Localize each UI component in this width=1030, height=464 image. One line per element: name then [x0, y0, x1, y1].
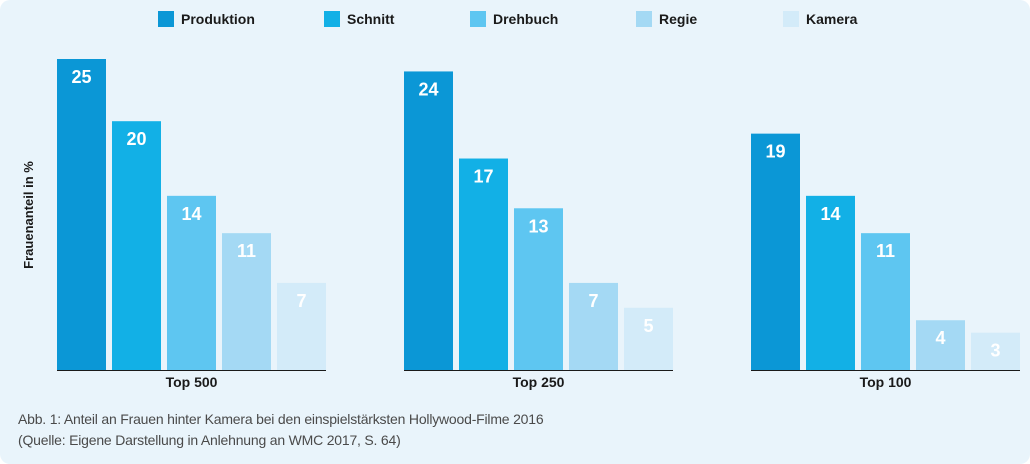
bar-top-500-produktion [57, 59, 106, 370]
data-label-top-250-regie: 7 [588, 291, 598, 311]
bar-top-250-produktion [404, 71, 453, 370]
legend-swatch-drehbuch [470, 11, 486, 27]
legend-label-produktion: Produktion [181, 11, 255, 27]
y-axis-label: Frauenanteil in % [21, 161, 36, 269]
bar-chart: Produktion Schnitt Drehbuch Regie Kamera Frau… [21, 11, 1020, 390]
bar-top-250-schnitt [459, 158, 508, 370]
data-label-top-100-schnitt: 14 [820, 204, 840, 224]
legend-label-drehbuch: Drehbuch [493, 11, 558, 27]
data-label-top-100-drehbuch: 11 [876, 241, 895, 261]
data-label-top-500-regie: 11 [237, 241, 256, 261]
data-label-top-250-produktion: 24 [418, 79, 438, 99]
legend-swatch-regie [636, 11, 652, 27]
bar-top-500-schnitt [112, 121, 161, 370]
category-label-top-250: Top 250 [513, 374, 565, 390]
bar-top-250-drehbuch [514, 208, 563, 370]
bar-top-250-regie [569, 282, 618, 370]
bar-top-500-drehbuch [167, 195, 216, 370]
bar-top-250-kamera [624, 307, 673, 370]
data-label-top-250-schnitt: 17 [473, 167, 493, 187]
bar-top-500-regie [222, 233, 271, 370]
legend-label-schnitt: Schnitt [347, 11, 395, 27]
data-label-top-100-kamera: 3 [990, 341, 1000, 361]
bar-top-100-drehbuch [861, 233, 910, 370]
data-label-top-100-regie: 4 [935, 328, 945, 348]
data-label-top-500-kamera: 7 [296, 291, 306, 311]
data-label-top-500-produktion: 25 [71, 67, 91, 87]
legend-label-regie: Regie [659, 11, 697, 27]
data-label-top-500-schnitt: 20 [126, 129, 146, 149]
data-label-top-500-drehbuch: 14 [181, 204, 201, 224]
category-label-top-100: Top 100 [860, 374, 912, 390]
data-label-top-100-produktion: 19 [765, 142, 785, 162]
caption-line-2: (Quelle: Eigene Darstellung in Anlehnung… [18, 432, 401, 448]
bar-top-100-kamera [971, 332, 1020, 370]
legend-swatch-produktion [158, 11, 174, 27]
legend-swatch-schnitt [324, 11, 340, 27]
data-label-top-250-kamera: 5 [643, 316, 653, 336]
bar-top-100-schnitt [806, 195, 855, 370]
figure-caption: Abb. 1: Anteil an Frauen hinter Kamera b… [18, 409, 544, 451]
bar-top-500-kamera [277, 282, 326, 370]
caption-line-1: Abb. 1: Anteil an Frauen hinter Kamera b… [18, 411, 544, 427]
data-label-top-250-drehbuch: 13 [528, 216, 548, 236]
bar-top-100-regie [916, 320, 965, 370]
bar-top-100-produktion [751, 133, 800, 370]
legend-label-kamera: Kamera [806, 11, 858, 27]
legend-swatch-kamera [783, 11, 799, 27]
category-label-top-500: Top 500 [166, 374, 218, 390]
